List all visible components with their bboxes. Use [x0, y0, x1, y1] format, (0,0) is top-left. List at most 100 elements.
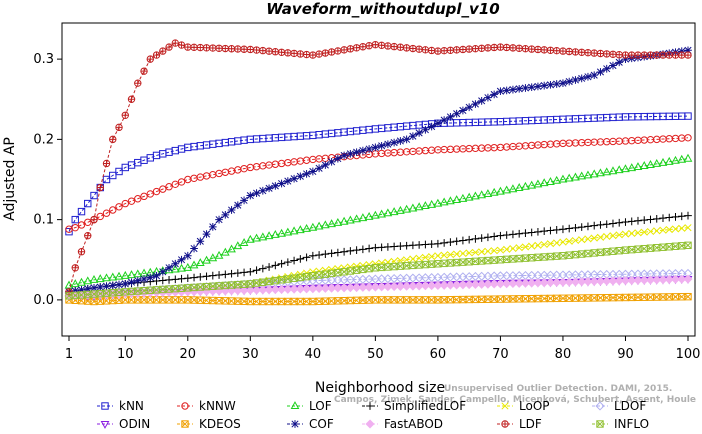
plus-marker [509, 230, 517, 239]
circle-plus-cross [115, 124, 123, 131]
x-tick-label: 90 [617, 347, 634, 362]
triangle-marker [421, 201, 430, 210]
plus-marker [452, 237, 461, 246]
triangle-marker [621, 164, 630, 173]
diamond-filled-marker [377, 282, 387, 292]
asterisk-marker [546, 80, 555, 89]
plus-marker [296, 255, 305, 263]
diamond-filled-marker [552, 277, 562, 287]
legend-item-ldof: LDOF [592, 399, 646, 413]
square-cross-lines [534, 253, 542, 261]
triangle-marker [177, 263, 186, 272]
square-x-cross [396, 296, 404, 304]
square-cross-lines [615, 247, 623, 255]
square-x-cross [409, 296, 417, 304]
asterisk-marker [302, 170, 311, 178]
diamond-filled-marker [433, 280, 443, 290]
series-knn [65, 112, 692, 236]
circle-marker [77, 221, 86, 229]
plus-marker [334, 248, 342, 257]
diamond-filled-marker [514, 278, 524, 288]
triangle-marker [127, 270, 136, 279]
square-x-cross [209, 296, 217, 305]
diamond-filled-marker [508, 278, 518, 289]
asterisk-marker [258, 186, 267, 195]
x-marker [490, 247, 498, 255]
plus-marker [496, 231, 505, 240]
square-x-cross [446, 296, 454, 304]
circle-plus-cross [672, 51, 679, 59]
circle-plus-cross [159, 47, 166, 55]
asterisk-marker [309, 167, 317, 176]
square-cross-lines [384, 263, 392, 271]
y-tick-label: 0.1 [33, 213, 54, 228]
legend-label: KDEOS [199, 417, 241, 431]
asterisk-marker [584, 72, 592, 81]
square-x-cross [428, 296, 436, 304]
diamond-filled-marker [420, 281, 430, 291]
circle-plus-cross [472, 45, 479, 52]
square-cross-lines [278, 276, 286, 284]
circle-plus-cross [278, 49, 285, 56]
asterisk-marker [233, 201, 242, 210]
triangle-marker [646, 160, 655, 168]
plus-marker [283, 258, 292, 267]
square-cross-lines [253, 279, 261, 287]
legend-label: kNNW [199, 399, 236, 413]
diamond-filled-marker [477, 279, 487, 289]
plus-marker [309, 251, 317, 260]
square-x-cross [371, 296, 379, 304]
square-x-cross [140, 296, 148, 304]
plus-marker [627, 217, 636, 226]
x-marker [565, 237, 573, 245]
asterisk-marker [334, 154, 342, 163]
diamond-filled-marker [683, 274, 693, 284]
diamond-filled-marker [670, 274, 681, 284]
square-x-cross [453, 296, 461, 304]
square-cross-lines [84, 290, 92, 299]
diamond-filled-marker [327, 283, 337, 293]
circle-plus-cross [447, 47, 454, 54]
square-marker [102, 175, 111, 184]
x-marker [415, 254, 423, 262]
plus-marker [584, 222, 592, 231]
triangle-marker [70, 279, 80, 288]
square-x-cross [215, 297, 223, 305]
square-x-cross [640, 293, 648, 301]
asterisk-marker [277, 179, 286, 188]
circle-plus-cross [297, 50, 304, 58]
x-marker [409, 255, 417, 263]
square-x-cross [284, 297, 292, 306]
square-x-cross [152, 296, 161, 304]
x-marker [684, 224, 692, 232]
circle-plus-cross [184, 43, 191, 51]
square-cross-lines [503, 255, 511, 263]
asterisk-marker [615, 58, 624, 67]
diamond-filled-marker [220, 286, 230, 296]
diamond-filled-marker [452, 280, 462, 290]
x-marker [540, 240, 548, 249]
plus-marker [471, 235, 480, 243]
triangle-marker [264, 231, 274, 240]
triangle-marker [314, 221, 324, 230]
asterisk-marker [77, 286, 86, 294]
series-line [68, 115, 689, 232]
square-x-cross [96, 297, 104, 305]
square-x-cross [315, 297, 323, 305]
legend-label: LDOF [614, 399, 646, 413]
square-x-cross [353, 296, 361, 304]
circle-plus-cross [501, 420, 509, 428]
circle-plus-cross [353, 44, 360, 51]
square-x-cross [165, 296, 173, 304]
square-x-cross [109, 296, 117, 305]
x-axis-label: Neighborhood size [315, 380, 445, 396]
circle-plus-cross [247, 46, 254, 53]
circle-plus-cross [522, 45, 529, 52]
circle-marker [146, 190, 154, 198]
triangle-marker [333, 217, 343, 226]
square-cross-lines [190, 283, 198, 291]
circle-plus-cross [203, 44, 210, 51]
square-x-cross [634, 293, 642, 301]
circle-plus-cross [253, 46, 260, 54]
diamond-filled-marker [395, 281, 405, 291]
